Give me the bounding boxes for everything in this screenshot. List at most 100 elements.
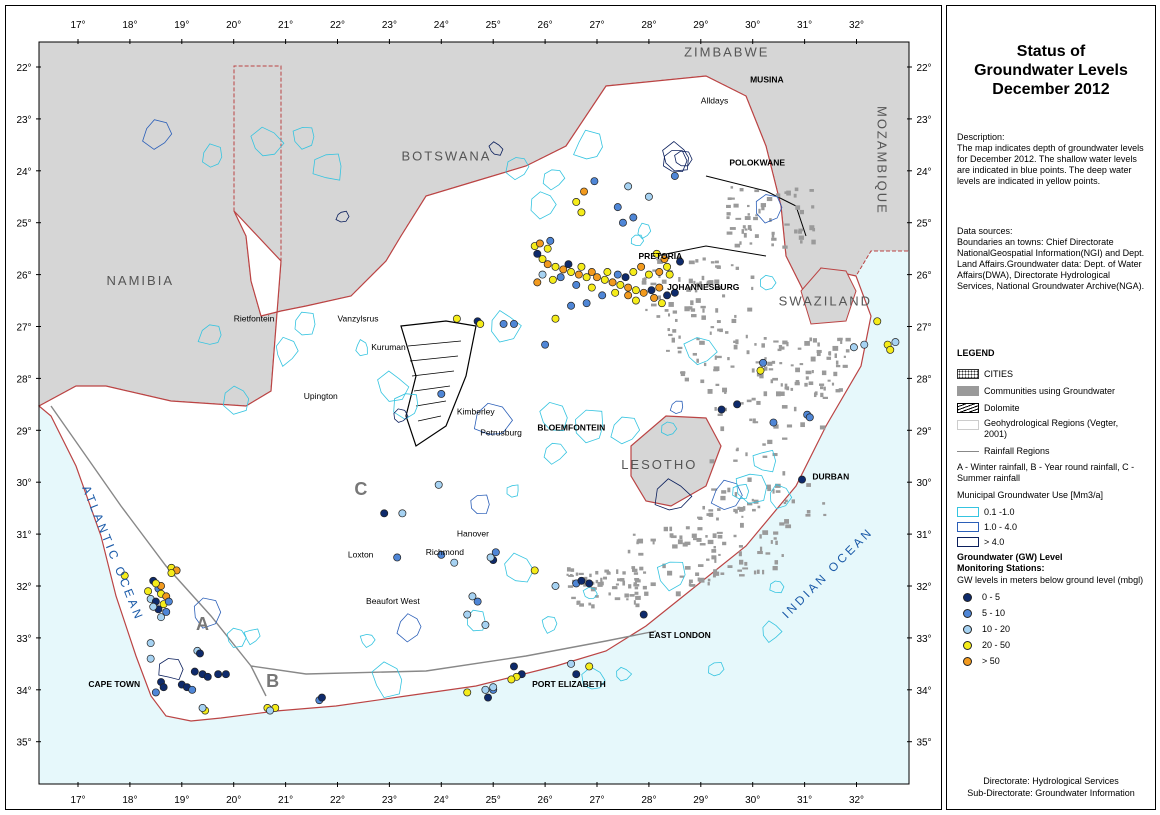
community-patch	[747, 225, 752, 230]
map-title-line1: Status of	[1016, 43, 1086, 60]
community-patch	[735, 339, 739, 345]
gw-station-marker	[574, 270, 583, 279]
gw-station-marker	[798, 475, 806, 484]
community-patch	[809, 189, 814, 192]
community-patch	[697, 564, 704, 567]
community-patch	[622, 571, 626, 575]
community-patch	[763, 337, 767, 340]
gw-station-marker	[393, 553, 402, 562]
community-patch	[730, 186, 734, 189]
community-patch	[756, 372, 761, 377]
community-patch	[712, 533, 717, 539]
community-patch	[751, 498, 754, 502]
community-patch	[600, 581, 604, 586]
community-patch	[770, 379, 774, 384]
gw-label-2: 5 - 10	[982, 608, 1006, 618]
community-patch	[669, 533, 674, 538]
community-patch	[726, 212, 731, 216]
community-patch	[790, 387, 794, 391]
community-patch	[733, 459, 738, 462]
community-patch	[595, 570, 599, 575]
community-patch	[782, 340, 788, 345]
city-label: Richmond	[426, 547, 465, 557]
gw-station-marker	[463, 610, 472, 619]
community-patch	[635, 595, 641, 600]
lat-tick-label: 25°	[16, 219, 31, 230]
community-patch	[793, 406, 797, 412]
gw-station-marker	[603, 268, 612, 276]
community-patch	[752, 508, 756, 512]
community-patch	[688, 583, 692, 587]
municipal-area-outline	[491, 309, 522, 343]
gw-heading-2: Monitoring Stations:	[957, 563, 1045, 573]
gw-station-marker	[624, 283, 633, 292]
rainfall-region-label: A	[196, 614, 209, 634]
city-label: PRETORIA	[639, 251, 683, 261]
community-patch	[622, 580, 626, 586]
community-patch	[645, 308, 648, 312]
lon-tick-label: 32°	[849, 795, 864, 806]
community-patch	[636, 541, 639, 545]
community-patch	[702, 505, 706, 510]
lat-tick-label: 32°	[16, 582, 31, 593]
municipal-row-3: > 4.0	[957, 535, 1004, 549]
gw-station-marker	[567, 659, 576, 668]
gw-station-marker	[860, 340, 869, 349]
community-patch	[769, 218, 772, 222]
community-patch	[753, 421, 759, 424]
community-patch	[790, 364, 794, 367]
gw-station-marker	[585, 662, 594, 671]
gw-label-4: 20 - 50	[982, 640, 1011, 650]
community-patch	[722, 541, 727, 546]
gw-station-marker	[572, 670, 581, 679]
gw-station-marker	[759, 358, 768, 367]
community-patch	[671, 337, 675, 343]
swaziland	[800, 267, 857, 325]
community-patch	[786, 424, 793, 428]
community-patch	[691, 314, 697, 318]
community-patch	[745, 452, 748, 457]
community-patch	[767, 488, 772, 492]
municipal-area-outline	[355, 339, 368, 357]
community-patch	[757, 551, 763, 555]
community-patch	[684, 541, 691, 546]
community-patch	[808, 381, 814, 386]
community-patch	[811, 369, 814, 374]
community-patch	[800, 422, 805, 428]
municipal-swatch-1	[957, 507, 979, 517]
community-patch	[707, 578, 711, 582]
community-patch	[753, 216, 758, 221]
community-patch	[706, 558, 710, 561]
gw-station-marker	[499, 319, 508, 328]
community-patch	[711, 555, 717, 560]
community-patch	[652, 540, 655, 545]
lon-tick-label: 24°	[434, 795, 449, 806]
community-patch	[667, 328, 670, 332]
community-patch	[689, 584, 696, 587]
community-patch	[826, 356, 832, 360]
municipal-area-outline	[530, 191, 557, 220]
municipal-area-outline	[359, 633, 376, 649]
gw-station-marker	[380, 509, 389, 518]
community-patch	[684, 377, 689, 382]
community-patch	[584, 576, 588, 582]
community-patch	[575, 572, 579, 576]
legend-cities: CITIES	[957, 367, 1013, 381]
lat-tick-label: 31°	[16, 530, 31, 541]
community-patch	[779, 346, 785, 350]
lat-tick-label: 28°	[16, 374, 31, 385]
community-patch	[679, 575, 684, 578]
community-patch	[708, 280, 714, 285]
gw-subheading: GW levels in meters below ground level (…	[957, 575, 1144, 585]
municipal-area-outline	[683, 337, 718, 366]
dolomite-area	[400, 175, 807, 447]
community-patch	[794, 187, 799, 192]
community-patch	[726, 204, 731, 209]
municipal-area-outline	[377, 370, 410, 402]
community-patch	[739, 188, 744, 192]
community-patch	[746, 502, 753, 506]
community-patch	[734, 492, 738, 497]
lon-tick-label: 21°	[278, 795, 293, 806]
community-patch	[688, 260, 695, 265]
community-patch	[842, 364, 848, 368]
